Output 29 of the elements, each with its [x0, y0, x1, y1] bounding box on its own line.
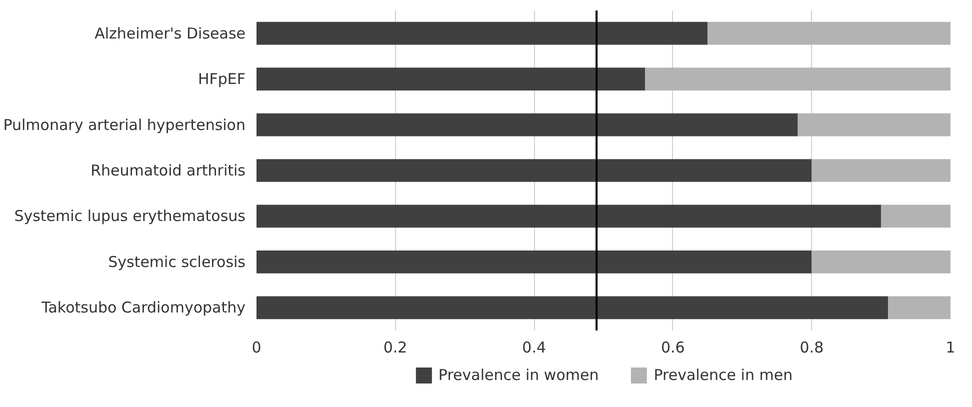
legend-label: Prevalence in women [438, 366, 599, 384]
x-tick-label: 1 [946, 338, 956, 356]
legend-label: Prevalence in men [654, 366, 793, 384]
x-tick-label: 0 [252, 338, 262, 356]
bar [888, 296, 950, 320]
x-tick-label: 0.4 [522, 338, 546, 356]
bar [812, 250, 950, 274]
x-tick-label: 0.6 [660, 338, 685, 356]
y-tick-label: Rheumatoid arthritis [90, 162, 246, 180]
x-tick-label: 0.2 [383, 338, 408, 356]
y-tick-label: Takotsubo Cardiomyopathy [40, 298, 246, 317]
bar [645, 68, 950, 90]
bar [256, 68, 646, 90]
bar [256, 296, 888, 320]
y-tick-label: HFpEF [198, 70, 246, 88]
y-tick-label: Systemic lupus erythematosus [14, 207, 246, 226]
bar [881, 204, 950, 228]
x-tick-label: 0.8 [800, 338, 824, 356]
bar [798, 113, 950, 136]
bar [256, 159, 812, 182]
y-tick-label: Systemic sclerosis [108, 252, 246, 271]
bar [256, 113, 798, 136]
bar [256, 204, 882, 228]
bar [256, 250, 812, 274]
bar [256, 22, 708, 45]
bar [708, 22, 950, 45]
bar [812, 159, 950, 182]
y-tick-label: Pulmonary arterial hypertension [3, 116, 246, 134]
y-tick-label: Alzheimer's Disease [94, 24, 246, 42]
